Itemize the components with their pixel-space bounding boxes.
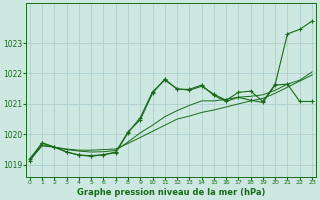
X-axis label: Graphe pression niveau de la mer (hPa): Graphe pression niveau de la mer (hPa) xyxy=(77,188,265,197)
